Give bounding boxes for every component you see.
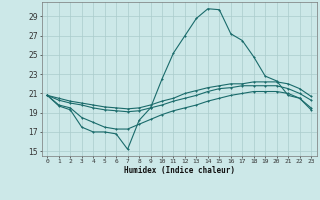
X-axis label: Humidex (Indice chaleur): Humidex (Indice chaleur) — [124, 166, 235, 175]
